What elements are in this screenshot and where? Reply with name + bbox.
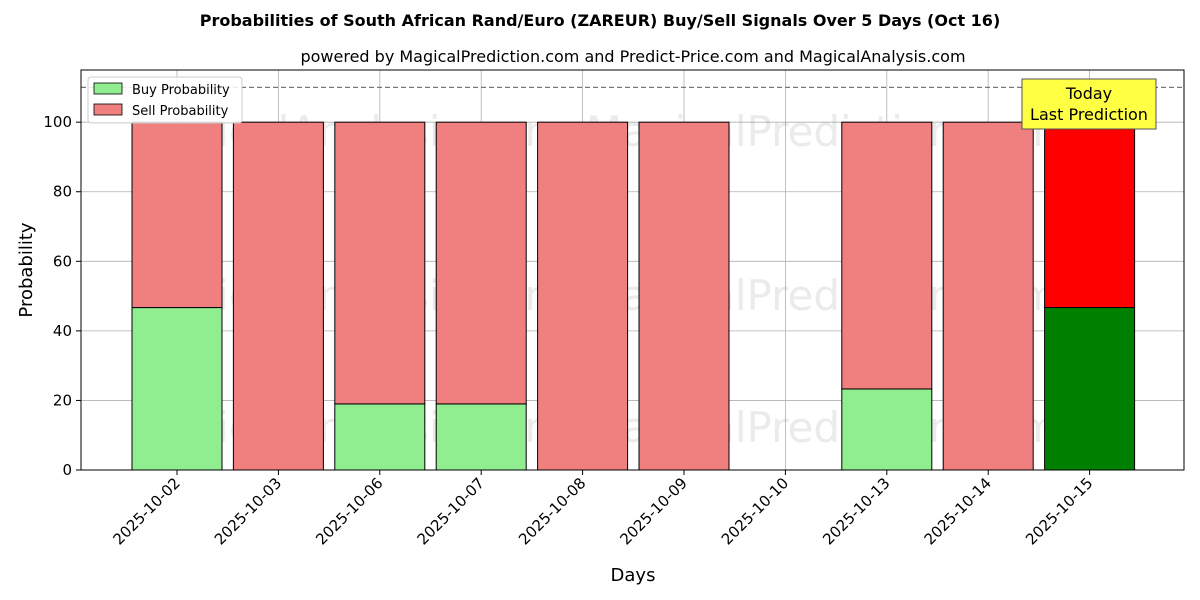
chart-subtitle: powered by MagicalPrediction.com and Pre… (300, 47, 965, 66)
x-tick-label: 2025-10-15 (1022, 474, 1096, 548)
legend-frame (87, 76, 243, 124)
bar-buy (1044, 307, 1136, 471)
x-tick-label: 2025-10-14 (921, 474, 995, 548)
bar-sell (131, 121, 223, 309)
bar-sell (1044, 121, 1136, 309)
bars (131, 121, 1136, 471)
bar-buy (131, 307, 223, 471)
bar-sell (435, 121, 527, 405)
chart-title: Probabilities of South African Rand/Euro… (200, 11, 1001, 30)
bar-sell (537, 121, 629, 471)
bar-sell (334, 121, 426, 405)
x-tick-label: 2025-10-09 (616, 474, 690, 548)
y-axis-ticks: 0 20 40 60 80 100 (43, 113, 81, 479)
plot-frame (80, 69, 1185, 471)
bar-sell (942, 121, 1034, 471)
x-tick-label: 2025-10-06 (312, 474, 386, 548)
x-tick-label: 2025-10-03 (211, 474, 285, 548)
x-tick-label: 2025-10-07 (414, 474, 488, 548)
x-axis-label: Days (611, 565, 656, 586)
today-annotation-line2: Last Prediction (1030, 105, 1148, 124)
y-tick-label: 20 (53, 391, 72, 409)
legend-buy-label: Buy Probability (132, 83, 230, 98)
y-axis-label: Probability (16, 222, 37, 317)
x-tick-label: 2025-10-13 (819, 474, 893, 548)
y-tick-label: 60 (53, 252, 72, 270)
legend-buy-swatch (93, 82, 123, 95)
legend-sell-swatch (93, 103, 123, 116)
bar-sell (841, 121, 933, 390)
y-tick-label: 40 (53, 322, 72, 340)
legend-sell-label: Sell Probability (132, 104, 229, 119)
y-tick-label: 0 (62, 461, 72, 479)
x-tick-label: 2025-10-10 (718, 474, 792, 548)
bar-sell (638, 121, 730, 471)
x-tick-label: 2025-10-02 (109, 474, 183, 548)
y-tick-label: 80 (53, 183, 72, 201)
y-tick-label: 100 (43, 113, 72, 131)
bar-sell (232, 121, 324, 471)
x-axis-ticks: 2025-10-02 2025-10-03 2025-10-06 2025-10-07… (109, 470, 1096, 548)
bar-buy (334, 403, 426, 471)
legend: Buy Probability Sell Probability (87, 76, 243, 124)
today-annotation: Today Last Prediction (1021, 78, 1157, 130)
x-tick-label: 2025-10-08 (515, 474, 589, 548)
today-annotation-box (1021, 78, 1157, 130)
bar-buy (841, 388, 933, 471)
today-annotation-line1: Today (1065, 84, 1112, 103)
bar-buy (435, 403, 527, 471)
